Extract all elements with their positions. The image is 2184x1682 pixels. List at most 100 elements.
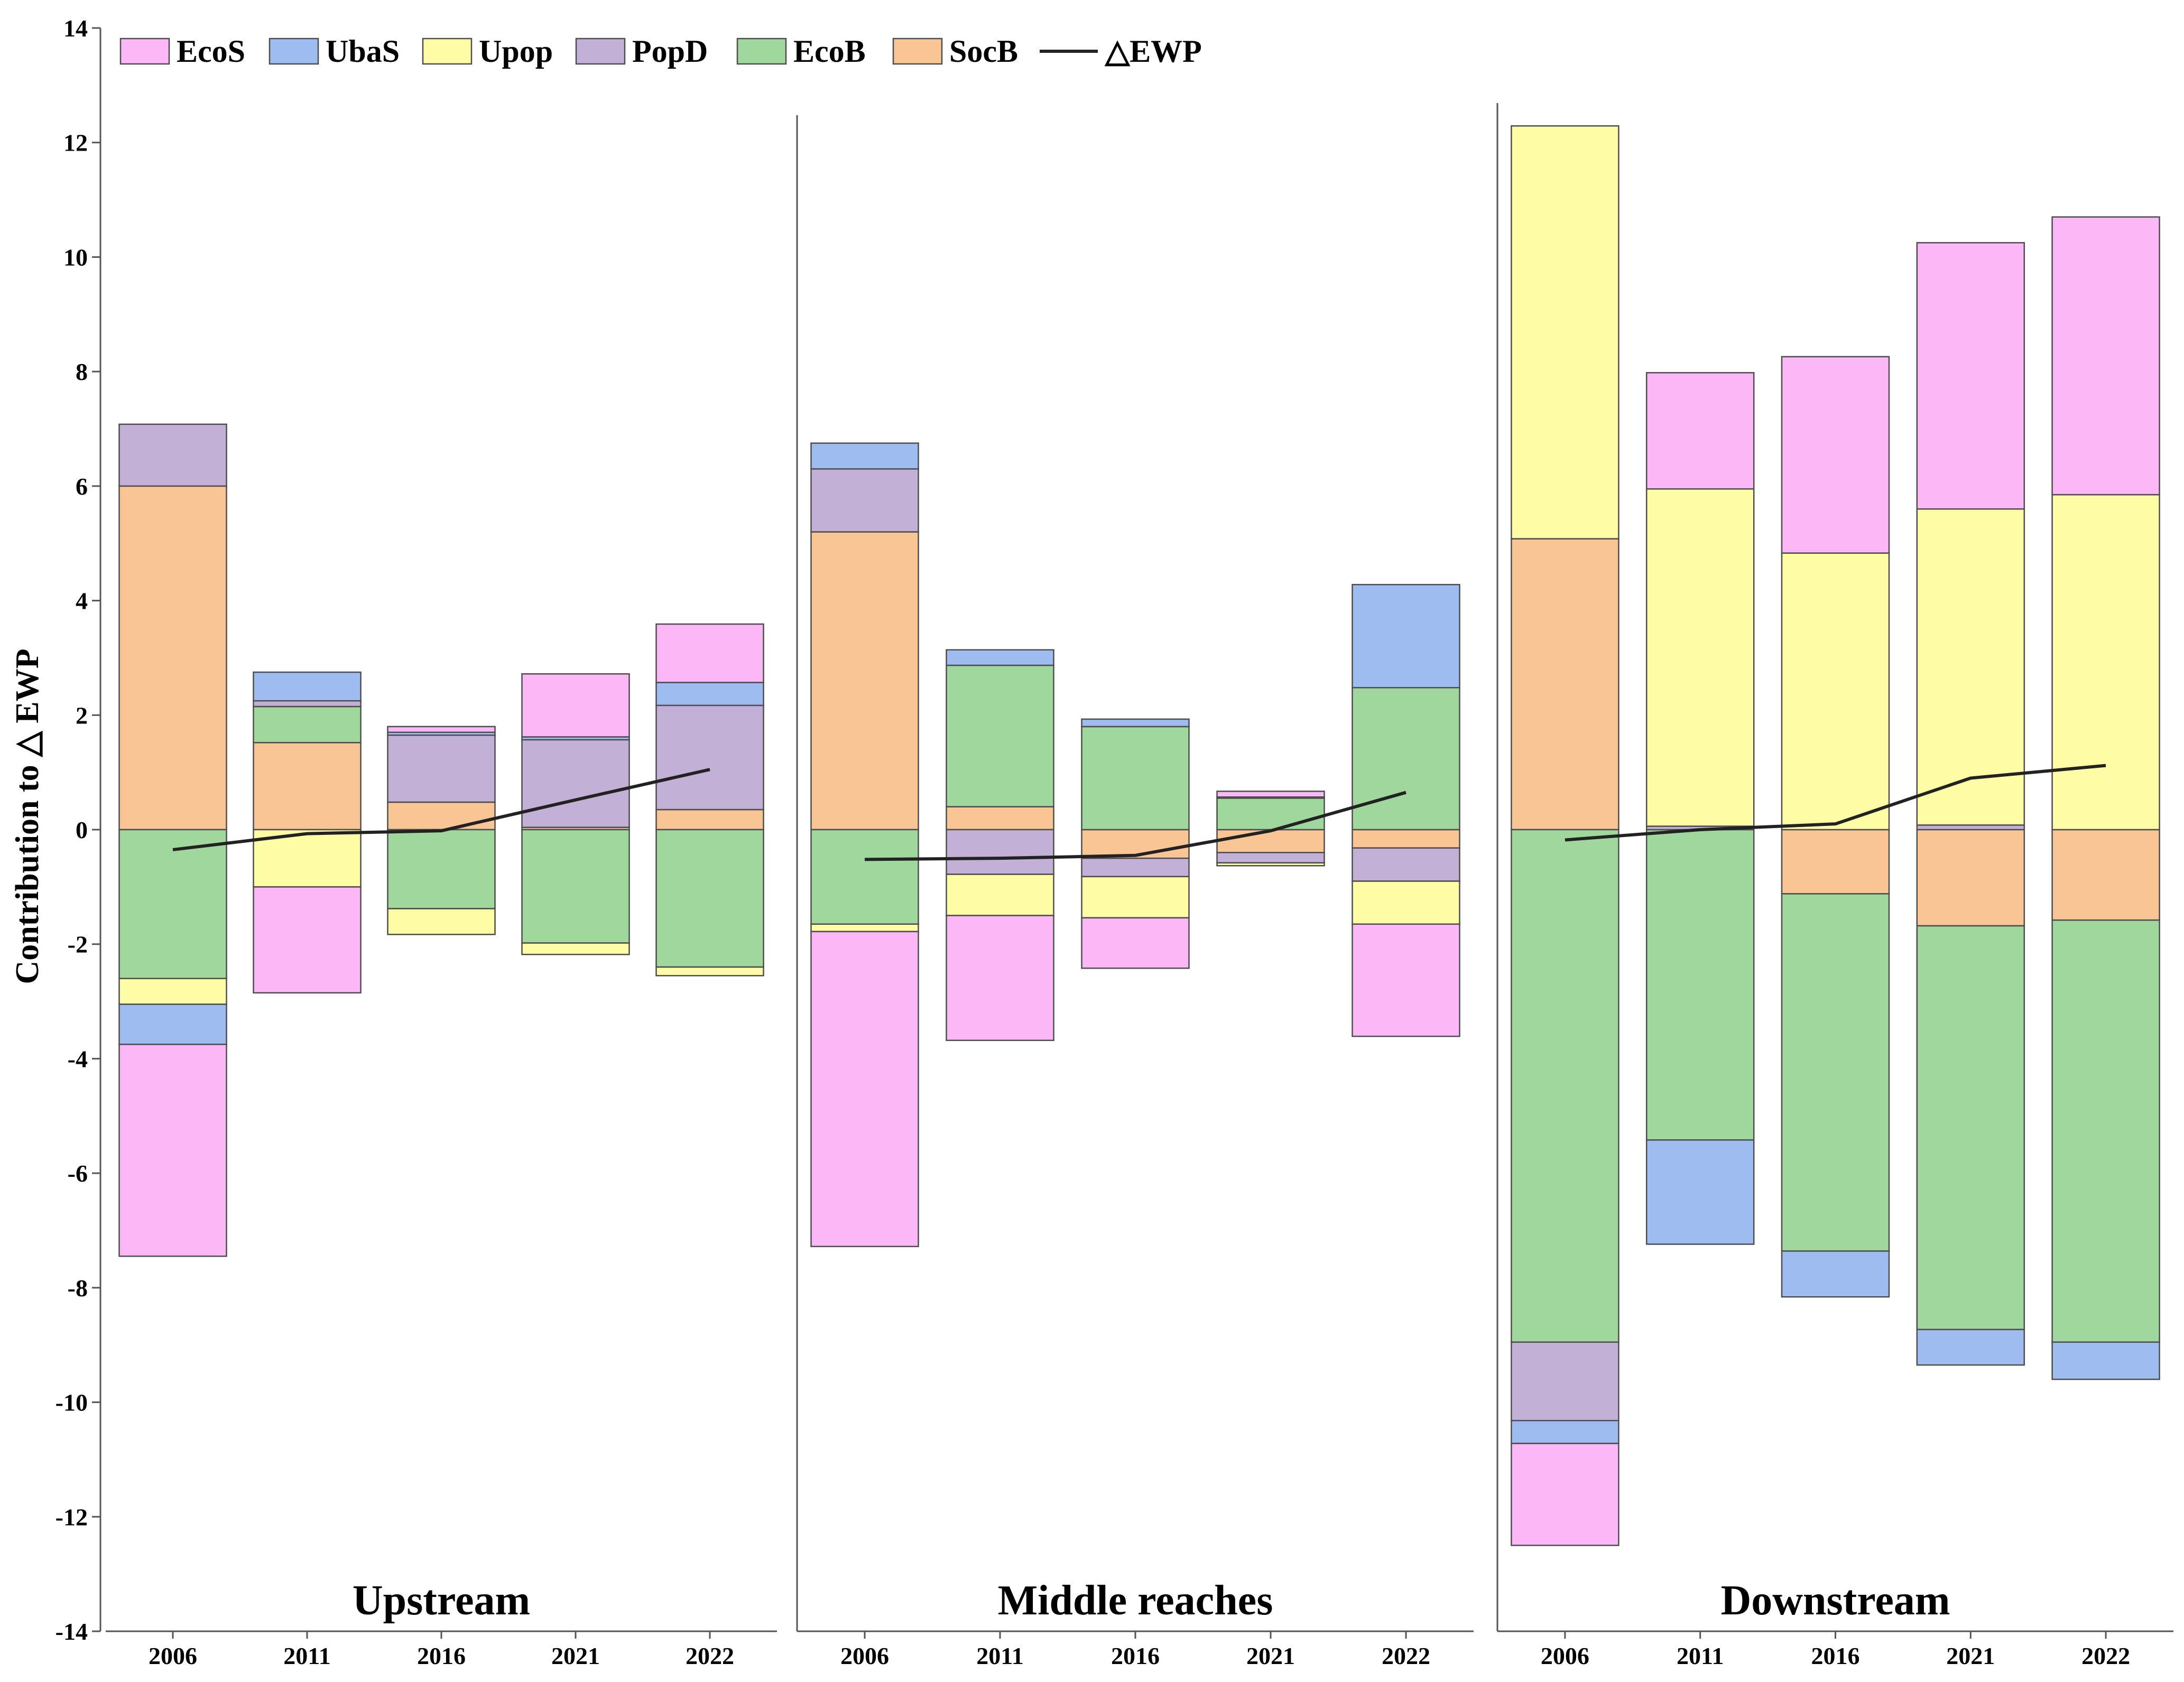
chart-panels: 2006 2011 2016 2021 2022 Upstream 2006 2011 2016… bbox=[106, 103, 2173, 1669]
bar-segment-ecob bbox=[254, 707, 361, 742]
bar-segment-popd bbox=[254, 701, 361, 707]
legend-swatch-ecob bbox=[737, 39, 786, 64]
x-tick-label: 2021 bbox=[551, 1642, 600, 1669]
x-tick-label: 2022 bbox=[1382, 1642, 1430, 1669]
bar-segment-ecos bbox=[1217, 791, 1325, 797]
bar-segment-popd bbox=[388, 735, 495, 802]
legend-swatch-popd bbox=[576, 39, 625, 64]
bar-segment-ecob bbox=[522, 830, 630, 943]
bar-segment-socb bbox=[1511, 539, 1618, 830]
panel-downstream: 2006 2011 2016 2021 2022 Downstream bbox=[1497, 103, 2173, 1669]
bar-segment-upop bbox=[1217, 863, 1325, 866]
bar-segment-ubas bbox=[2052, 1342, 2160, 1379]
legend-label: EcoB bbox=[793, 34, 866, 69]
x-tick-label: 2022 bbox=[686, 1642, 734, 1669]
bar-segment-ecob bbox=[811, 830, 919, 924]
bar-segment-upop bbox=[522, 943, 630, 955]
bar-segment-ubas bbox=[1082, 719, 1189, 727]
bar-segment-ecob bbox=[1782, 894, 1889, 1251]
legend-label: Upop bbox=[479, 34, 553, 69]
legend-swatch-upop bbox=[423, 39, 471, 64]
y-tick-label: 14 bbox=[63, 15, 88, 42]
bar-segment-ubas bbox=[1782, 1251, 1889, 1297]
bar-segment-upop bbox=[1782, 553, 1889, 830]
bar-segment-ecos bbox=[1646, 373, 1754, 489]
bar-segment-socb bbox=[2052, 830, 2160, 920]
bar-segment-ubas bbox=[254, 672, 361, 701]
bar-segment-socb bbox=[1353, 830, 1460, 848]
bar-segment-socb bbox=[656, 810, 764, 830]
y-tick-label: 8 bbox=[76, 358, 88, 385]
bar-segment-popd bbox=[1217, 852, 1325, 863]
bar-segment-popd bbox=[947, 830, 1054, 875]
bar-segment-popd bbox=[1082, 858, 1189, 877]
bar-segment-popd bbox=[656, 705, 764, 810]
x-tick-label: 2016 bbox=[417, 1642, 466, 1669]
bar-segment-socb bbox=[811, 532, 919, 830]
legend-label: PopD bbox=[632, 34, 708, 69]
bar-segment-ubas bbox=[947, 650, 1054, 665]
bar-segment-ecos bbox=[811, 932, 919, 1247]
bar-segment-socb bbox=[254, 742, 361, 830]
bar-segment-ecos bbox=[1917, 243, 2024, 509]
x-tick-label: 2021 bbox=[1246, 1642, 1295, 1669]
y-tick-label: -2 bbox=[68, 931, 88, 958]
bar-segment-ubas bbox=[656, 683, 764, 705]
panel-middle-reaches: 2006 2011 2016 2021 2022Middle reaches bbox=[797, 115, 1474, 1669]
y-tick-label: -12 bbox=[55, 1503, 88, 1530]
bar-segment-upop bbox=[656, 967, 764, 975]
bar-segment-socb bbox=[1782, 830, 1889, 894]
legend-swatch-socb bbox=[893, 39, 942, 64]
bar-segment-ecob bbox=[947, 665, 1054, 807]
x-tick-label: 2011 bbox=[283, 1642, 330, 1669]
legend-swatch-ubas bbox=[270, 39, 318, 64]
bar-segment-ecob bbox=[388, 830, 495, 909]
bar-segment-upop bbox=[1646, 489, 1754, 826]
bar-segment-popd bbox=[119, 424, 227, 486]
y-tick-label: 0 bbox=[76, 816, 88, 843]
y-tick-label: 4 bbox=[76, 588, 88, 615]
legend-label: UbaS bbox=[326, 34, 400, 69]
bar-segment-ecos bbox=[1353, 924, 1460, 1036]
x-tick-label: 2016 bbox=[1811, 1642, 1860, 1669]
bar-segment-ecob bbox=[1646, 830, 1754, 1140]
bar-segment-ecos bbox=[2052, 217, 2160, 495]
bar-segment-upop bbox=[811, 924, 919, 932]
bar-segment-ecob bbox=[1082, 727, 1189, 830]
bar-segment-upop bbox=[388, 909, 495, 935]
bar-segment-popd bbox=[1511, 1342, 1618, 1420]
bar-segment-ecob bbox=[1353, 687, 1460, 830]
bar-segment-ecob bbox=[1511, 830, 1618, 1342]
y-tick-label: 12 bbox=[63, 129, 88, 156]
bar-segment-ubas bbox=[1646, 1140, 1754, 1244]
legend-label: EcoS bbox=[177, 34, 245, 69]
y-tick-label: -6 bbox=[68, 1160, 88, 1187]
bar-segment-ubas bbox=[1511, 1420, 1618, 1443]
bar-segment-ecob bbox=[656, 830, 764, 967]
x-tick-label: 2022 bbox=[2081, 1642, 2130, 1669]
legend: EcoS UbaS Upop PopD EcoB SocB △EWP bbox=[121, 34, 1202, 69]
bar-segment-ecos bbox=[522, 674, 630, 737]
legend-swatch-ecos bbox=[121, 39, 169, 64]
bar-segment-popd bbox=[522, 740, 630, 828]
x-tick-label: 2011 bbox=[976, 1642, 1023, 1669]
bar-segment-ecos bbox=[119, 1044, 227, 1256]
y-tick-label: -8 bbox=[68, 1275, 88, 1302]
bar-segment-ubas bbox=[1353, 584, 1460, 687]
x-tick-label: 2021 bbox=[1946, 1642, 1995, 1669]
bar-segment-socb bbox=[119, 486, 227, 830]
bar-segment-socb bbox=[1917, 830, 2024, 926]
panel-title: Downstream bbox=[1720, 1577, 1950, 1624]
x-tick-label: 2006 bbox=[149, 1642, 197, 1669]
bar-segment-ubas bbox=[119, 1004, 227, 1044]
bar-segment-ecos bbox=[656, 624, 764, 683]
bar-segment-ecos bbox=[1782, 357, 1889, 553]
bar-segment-ecob bbox=[1217, 798, 1325, 830]
y-tick-label: 6 bbox=[76, 473, 88, 500]
y-axis-label: Contribution to △ EWP bbox=[10, 648, 45, 984]
bar-segment-socb bbox=[947, 807, 1054, 830]
bar-segment-popd bbox=[811, 469, 919, 532]
panel-title: Upstream bbox=[353, 1577, 530, 1624]
bar-segment-ecos bbox=[1511, 1444, 1618, 1546]
